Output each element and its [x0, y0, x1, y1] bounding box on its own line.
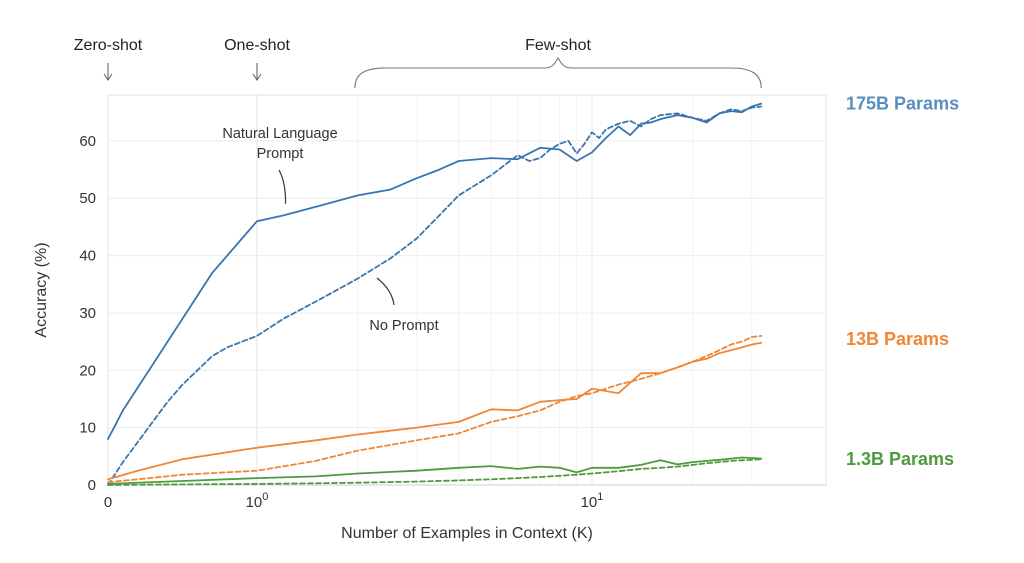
series-line-13b-natural-language	[107, 341, 763, 481]
y-tick-label: 40	[79, 248, 96, 265]
down-arrow-head-icon	[252, 73, 262, 81]
annotation-pointer-no-prompt	[376, 277, 395, 306]
region-label: One-shot	[224, 37, 290, 54]
x-tick-label: 0	[104, 494, 112, 511]
series-line-175b-no-prompt	[107, 105, 763, 486]
series-label-13b: 13B Params	[846, 329, 949, 349]
annotation-natural-language-prompt: Prompt	[257, 146, 304, 162]
series-line-1-3b-natural-language	[107, 456, 763, 485]
series-line-13b-no-prompt	[107, 335, 763, 483]
x-axis-title: Number of Examples in Context (K)	[341, 525, 593, 542]
annotation-pointer-natural-language	[278, 169, 287, 204]
y-tick-label: 10	[79, 420, 96, 437]
down-arrow-head-icon	[103, 73, 113, 81]
x-tick-label: 100	[246, 491, 269, 511]
few-shot-brace	[354, 56, 762, 89]
series-label-1-3b: 1.3B Params	[846, 449, 954, 469]
y-tick-label: 30	[79, 305, 96, 322]
x-tick-label: 101	[581, 491, 604, 511]
annotation-no-prompt: No Prompt	[369, 318, 438, 334]
series-label-175b: 175B Params	[846, 94, 959, 114]
y-tick-label: 60	[79, 133, 96, 150]
y-tick-label: 0	[88, 477, 96, 494]
series-line-1-3b-no-prompt	[107, 458, 763, 486]
region-label: Zero-shot	[74, 37, 143, 54]
y-axis-title: Accuracy (%)	[33, 242, 50, 337]
y-tick-label: 20	[79, 362, 96, 379]
plot-frame	[107, 94, 827, 486]
series-line-175b-natural-language	[107, 102, 763, 440]
y-tick-label: 50	[79, 190, 96, 207]
annotation-natural-language-prompt: Natural Language	[222, 126, 337, 142]
region-label: Few-shot	[525, 37, 591, 54]
